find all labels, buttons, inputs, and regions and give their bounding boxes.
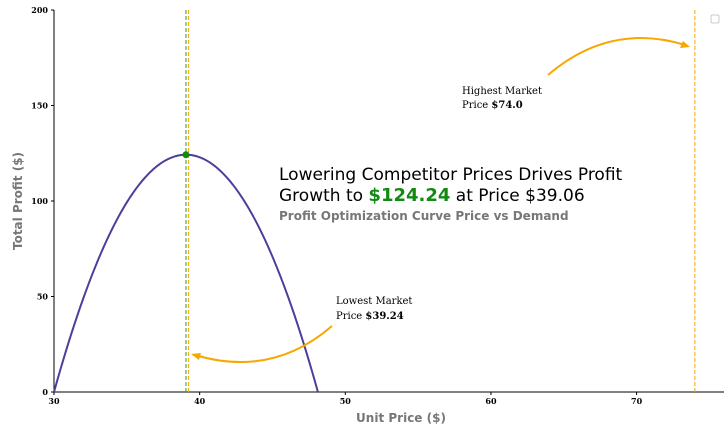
x-tick-label: 30 xyxy=(48,396,60,406)
lowest-price-arrowhead xyxy=(191,353,201,360)
lowest-price-annotation: Lowest Market Price $39.24 xyxy=(336,296,416,322)
annotation-arrows xyxy=(191,37,690,364)
lowest-price-line1: Lowest Market xyxy=(336,296,412,307)
x-ticks: 30 40 50 60 70 xyxy=(48,392,643,406)
chart-title-line2: Growth to $124.24 at Price $39.06 xyxy=(279,185,585,206)
x-tick-label: 60 xyxy=(485,396,497,406)
y-axis-label: Total Profit ($) xyxy=(11,152,25,250)
highest-price-annotation: Highest Market Price $74.0 xyxy=(462,86,545,111)
lowest-price-line2-prefix: Price xyxy=(336,311,365,322)
y-tick-label: 0 xyxy=(42,387,48,397)
highest-price-value: $74.0 xyxy=(491,100,522,111)
chart-title-line1: Lowering Competitor Prices Drives Profit xyxy=(279,165,623,185)
x-tick-label: 70 xyxy=(631,396,643,406)
title-suffix: at Price $39.06 xyxy=(450,186,584,206)
title-highlight-value: $124.24 xyxy=(368,185,450,206)
y-ticks: 0 50 100 150 200 xyxy=(31,5,54,397)
lowest-price-value: $39.24 xyxy=(365,311,403,322)
highest-price-arrow xyxy=(547,37,686,76)
reference-lines xyxy=(185,10,696,392)
highest-price-line1: Highest Market xyxy=(462,86,542,97)
y-tick-label: 200 xyxy=(31,5,48,15)
legend-box xyxy=(710,14,720,24)
lowest-price-arrow xyxy=(194,325,333,364)
highest-price-line2-prefix: Price xyxy=(462,100,491,111)
x-axis-label: Unit Price ($) xyxy=(356,411,446,425)
title-prefix: Growth to xyxy=(279,186,368,206)
x-tick-label: 40 xyxy=(194,396,206,406)
y-tick-label: 100 xyxy=(31,196,48,206)
highest-price-arrowhead xyxy=(680,41,690,48)
y-tick-label: 50 xyxy=(37,292,49,302)
x-tick-label: 50 xyxy=(340,396,352,406)
y-tick-label: 150 xyxy=(31,101,48,111)
chart-subtitle: Profit Optimization Curve Price vs Deman… xyxy=(279,209,569,223)
optimal-price-point xyxy=(182,151,190,159)
